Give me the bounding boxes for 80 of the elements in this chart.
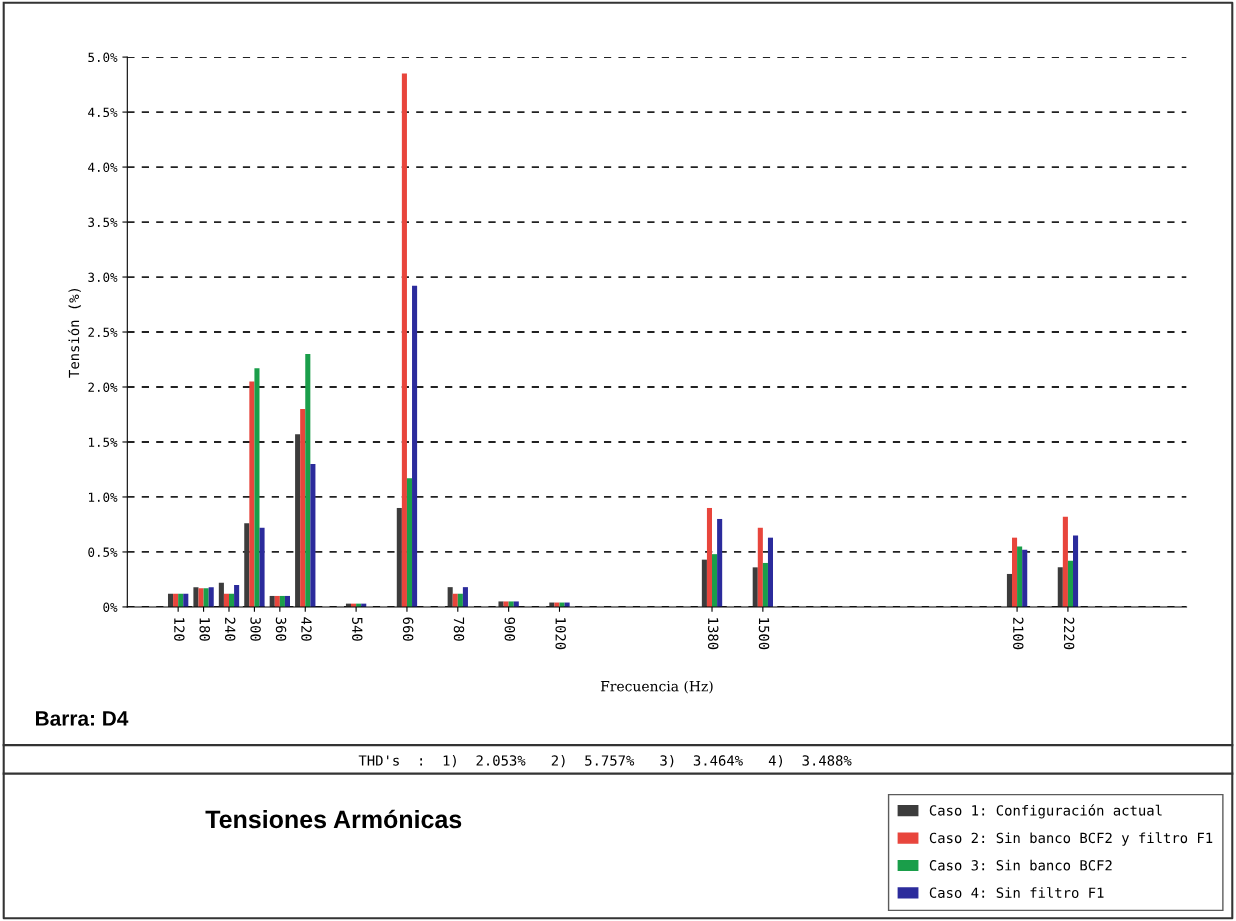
bar <box>249 381 255 607</box>
y-tick-label: 5.0% <box>88 52 118 63</box>
y-tick-label: 4.0% <box>88 162 118 173</box>
y-tick-label: 3.5% <box>88 217 118 228</box>
bar <box>254 368 260 607</box>
x-tick-label: 2220 <box>1063 617 1075 650</box>
legend-label: Caso 4: Sin filtro F1 <box>929 887 1104 898</box>
y-tick-label: 4.5% <box>88 107 118 118</box>
x-tick-label: 2100 <box>1013 617 1024 650</box>
bar <box>193 587 199 607</box>
bar <box>1057 567 1063 607</box>
bar <box>198 588 204 607</box>
bar <box>259 527 265 607</box>
y-tick-label: 1.5% <box>88 437 118 447</box>
bar <box>173 593 179 607</box>
text: Barra: D4 <box>36 711 129 726</box>
x-tick-label: 660 <box>402 617 414 641</box>
text: THD's : 1) 2.053% 2) 5.757% 3) 3.464% 4) 3.488% <box>358 755 852 768</box>
bar <box>762 562 768 607</box>
y-axis-title: Tensión (%) <box>67 288 81 378</box>
bar <box>406 478 413 607</box>
bar <box>178 593 184 607</box>
bar <box>1017 546 1023 607</box>
x-tick-label: 1500 <box>758 618 770 650</box>
bar <box>717 518 723 607</box>
bar <box>401 73 407 607</box>
bar <box>701 559 707 607</box>
x-tick-label: 780 <box>453 617 465 641</box>
y-tick-label: 3.0% <box>88 272 118 282</box>
bar <box>752 567 758 607</box>
x-tick-label: 240 <box>224 617 236 641</box>
x-tick-label: 120 <box>174 618 185 641</box>
y-tick-label: 2.5% <box>88 327 118 337</box>
bar <box>208 587 214 607</box>
legend-label: Caso 3: Sin banco BCF2 <box>929 859 1112 871</box>
x-tick-label: 360 <box>275 617 287 641</box>
legend-label: Caso 1: Configuración actual <box>929 804 1162 819</box>
bar <box>183 593 189 607</box>
bar <box>234 584 240 607</box>
y-tick-label: 0% <box>103 602 118 612</box>
bar <box>412 285 418 607</box>
bar <box>218 582 224 607</box>
bar <box>310 463 316 607</box>
x-tick-label: 420 <box>301 617 312 641</box>
bar <box>1073 535 1079 607</box>
bar <box>1062 516 1068 607</box>
bar <box>462 587 468 607</box>
bar <box>305 354 311 607</box>
bar <box>1006 573 1012 607</box>
x-axis-title: Frecuencia (Hz) <box>600 680 713 694</box>
bar <box>167 593 174 607</box>
bar <box>229 593 235 607</box>
bar <box>498 601 504 607</box>
bar <box>757 527 763 607</box>
bar <box>300 409 306 607</box>
bar <box>1022 549 1028 607</box>
bar <box>1067 560 1074 607</box>
x-tick-label: 300 <box>250 617 261 641</box>
legend-label: Caso 2: Sin banco BCF2 y filtro F1 <box>929 832 1213 846</box>
x-tick-label: 1380 <box>707 618 719 650</box>
bar <box>706 507 713 607</box>
bar <box>223 593 229 607</box>
y-tick-label: 2.0% <box>88 382 118 392</box>
y-tick-label: 1.0% <box>88 492 118 502</box>
bar <box>457 593 463 607</box>
y-tick-label: 0.5% <box>88 547 118 557</box>
x-tick-label: 1020 <box>555 618 566 650</box>
bar <box>203 588 209 607</box>
x-tick-label: 900 <box>504 617 516 641</box>
text: Tensiones Armónicas <box>205 809 462 829</box>
x-tick-label: 180 <box>199 618 211 641</box>
bar <box>447 587 453 607</box>
x-tick-label: 540 <box>352 617 363 641</box>
bar <box>712 554 718 607</box>
bar <box>767 537 774 607</box>
bar <box>295 434 301 607</box>
bar <box>452 593 458 607</box>
bar <box>396 507 402 607</box>
bar <box>1012 537 1018 607</box>
bar <box>244 523 250 607</box>
